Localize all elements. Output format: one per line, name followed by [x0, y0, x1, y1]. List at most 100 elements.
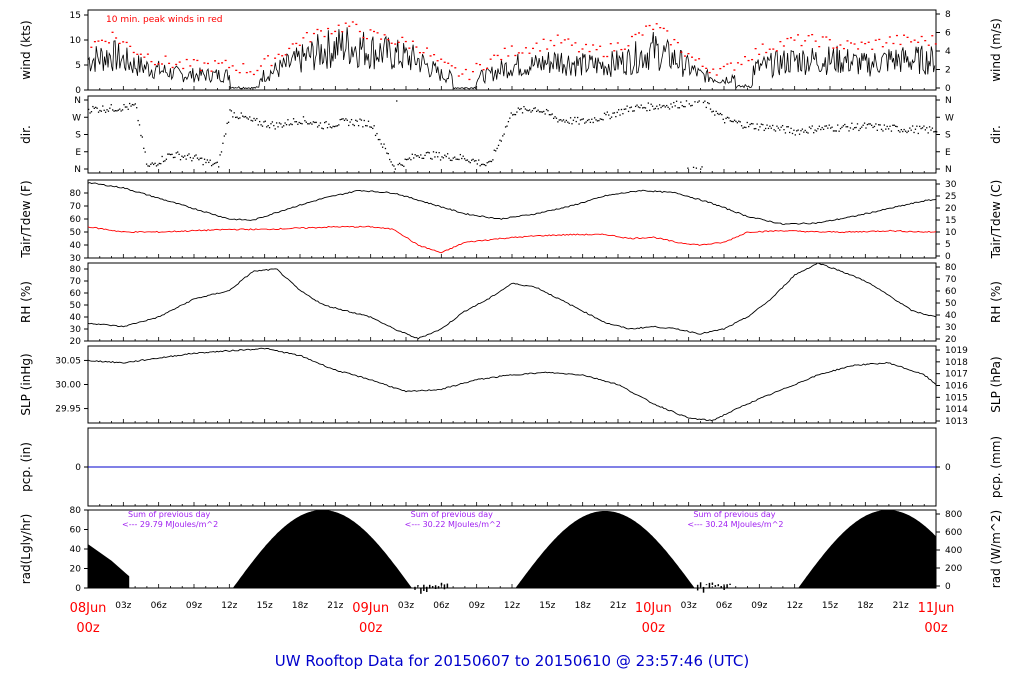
dir-point [161, 155, 163, 158]
dir-point [171, 153, 173, 156]
wind-peak-mark [570, 44, 573, 46]
wind-peak-mark [189, 65, 192, 67]
dir-point [126, 106, 128, 108]
dir-point [229, 109, 231, 111]
dir-point [185, 158, 187, 160]
dir-point [517, 107, 519, 109]
wind-peak-mark [691, 56, 694, 58]
wind-ylabel-right: wind (m/s) [989, 18, 1003, 82]
wind-peak-mark [744, 56, 747, 58]
dir-point [647, 102, 649, 104]
dir-point [507, 120, 510, 123]
dir-point [592, 121, 594, 124]
dir-point [759, 126, 761, 128]
dir-point [325, 121, 327, 123]
dir-point [766, 124, 768, 126]
wind-peak-mark [903, 34, 906, 36]
wind-peak-mark [100, 39, 103, 41]
dir-point [911, 125, 914, 127]
wind-peak-mark [779, 41, 782, 43]
slp-tick-right: 1014 [945, 405, 968, 415]
dir-point [920, 127, 922, 130]
dir-point [746, 121, 748, 124]
dir-point [106, 109, 108, 111]
dir-point [537, 109, 539, 111]
dir-point [797, 129, 799, 131]
dir-point [158, 162, 160, 165]
wind-peak-mark [358, 30, 361, 33]
wind-peak-mark [270, 64, 273, 67]
x-day-hour-label: 00z [642, 621, 666, 636]
rad-tick-right: 400 [945, 546, 962, 556]
dir-point [181, 155, 183, 157]
dir-point [93, 107, 95, 109]
wind-peak-mark [337, 24, 340, 26]
dir-point [708, 102, 710, 105]
rad-noise [723, 585, 725, 590]
wind-peak-mark [638, 32, 641, 34]
dir-point [418, 156, 421, 159]
wind-peak-mark [539, 50, 542, 52]
temp-tick-left: 50 [70, 228, 82, 238]
rh-tick-left: 30 [70, 325, 82, 335]
wind-peak-mark [645, 25, 648, 27]
dir-point [290, 123, 292, 125]
wind-peak-mark [602, 55, 605, 58]
dir-point [270, 123, 272, 125]
dir-point [198, 159, 200, 161]
temp-tick-left: 60 [70, 215, 82, 225]
dir-point [209, 159, 211, 161]
dir-point [690, 105, 692, 107]
rad-area-tail [88, 544, 130, 588]
dir-point [560, 119, 562, 121]
dir-point [790, 127, 792, 130]
dir-point [465, 159, 467, 162]
dir-point [348, 124, 350, 127]
dir-point [280, 123, 282, 125]
dir-point [151, 162, 153, 164]
dir-point [127, 108, 129, 110]
wind-peak-mark [489, 58, 492, 60]
dir-point [688, 103, 690, 105]
wind-peak-mark [768, 48, 771, 50]
dir-point [123, 103, 125, 106]
dir-point [793, 129, 795, 131]
dir-point [184, 155, 186, 157]
dir-point [376, 132, 378, 135]
wind-peak-mark [698, 58, 701, 60]
dir-point [401, 164, 404, 166]
dir-point [780, 126, 782, 128]
dir-point [359, 118, 361, 120]
wind-peak-mark [567, 38, 570, 40]
wind-peak-mark [281, 55, 284, 57]
dir-point [445, 155, 447, 158]
wind-peak-mark [655, 23, 658, 25]
wind-peak-mark [560, 42, 563, 44]
dir-point [236, 116, 238, 118]
rad-noise [729, 583, 731, 586]
rh-tick-right: 40 [945, 311, 957, 321]
dir-point [201, 157, 203, 159]
dir-point [462, 155, 464, 157]
dir-point [216, 161, 218, 163]
wind-peak-mark [588, 50, 591, 53]
dir-point [407, 158, 409, 160]
wind-peak-mark [521, 52, 524, 54]
dir-point [626, 105, 628, 107]
temp-tick-left: 40 [70, 241, 82, 251]
dir-point [755, 127, 757, 130]
wind-peak-mark [199, 69, 202, 72]
wind-peak-mark [496, 54, 499, 57]
rad-daily-sum-label: Sum of previous day [128, 510, 210, 519]
dir-point [154, 162, 156, 164]
wind-peak-mark [553, 44, 556, 47]
rh-tick-right: 20 [945, 335, 957, 345]
dir-point [739, 121, 741, 123]
dir-point [564, 121, 566, 123]
wind-peak-mark [387, 39, 390, 41]
wind-peak-mark [825, 36, 828, 38]
dir-point [749, 123, 751, 126]
dir-point [90, 111, 93, 113]
dir-point [896, 125, 898, 128]
dir-point [336, 125, 339, 127]
